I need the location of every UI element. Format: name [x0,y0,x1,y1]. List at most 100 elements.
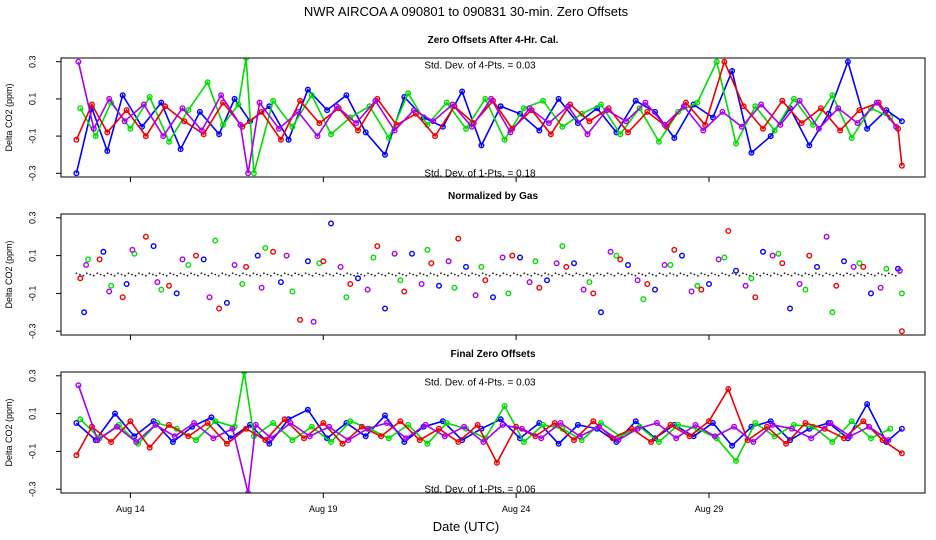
y-tick-label: -0.3 [27,166,37,182]
series-line-gas-4 [77,384,889,493]
reference-dot [179,272,182,275]
data-point-gas-1 [806,142,813,149]
data-point-gas-1 [123,281,130,288]
data-point-gas-1 [150,243,157,250]
data-point-gas-3 [88,101,95,108]
reference-dot [124,274,126,277]
reference-dot [804,272,807,275]
reference-dot [783,272,786,275]
reference-dot [117,272,119,275]
data-point-gas-4 [866,423,873,430]
reference-dot [860,273,862,276]
data-point-gas-4 [885,437,892,444]
series-line-gas-1 [75,59,903,174]
data-point-gas-2 [883,265,890,272]
reference-dot [596,272,599,275]
data-point-gas-1 [555,440,562,447]
reference-dot [887,272,890,275]
reference-dot [870,273,873,276]
data-point-gas-1 [111,410,118,417]
data-point-gas-2 [443,420,450,427]
panel-annotation: Std. Dev. of 4-Pts. = 0.03 [424,61,536,72]
reference-dot [370,273,373,276]
data-point-gas-4 [518,425,525,432]
data-point-gas-4 [623,118,630,125]
data-point-gas-1 [733,267,740,274]
reference-dot [662,273,664,276]
data-point-gas-2 [385,435,392,442]
reference-dot [766,273,769,276]
data-point-gas-2 [482,95,489,102]
data-point-gas-4 [449,101,456,108]
reference-dot [280,274,283,277]
data-point-gas-4 [796,97,803,104]
data-point-gas-4 [526,105,533,112]
data-point-gas-4 [445,258,452,265]
y-tick-label: -0.1 [27,444,37,460]
data-point-gas-3 [590,290,597,297]
reference-dot [610,273,612,276]
reference-dot [571,274,574,277]
data-point-gas-3 [270,248,277,255]
reference-dot [335,272,338,275]
data-point-gas-1 [898,118,905,125]
data-point-gas-3 [833,282,840,289]
data-point-gas-2 [424,246,431,253]
data-point-gas-1 [787,437,794,444]
data-point-gas-4 [854,120,861,127]
data-point-gas-4 [545,120,552,127]
data-point-gas-3 [165,282,172,289]
reference-dot [304,272,307,275]
reference-dot [676,274,678,277]
data-point-gas-3 [509,252,516,259]
reference-dot [717,274,720,277]
data-point-gas-4 [245,490,252,493]
data-point-gas-4 [461,423,468,430]
data-point-gas-3 [339,440,346,447]
data-point-gas-1 [598,309,605,316]
reference-dot [575,272,578,275]
data-point-gas-4 [796,281,803,288]
data-point-gas-4 [750,439,757,446]
reference-dot [92,274,95,277]
reference-dot [561,274,564,277]
data-point-gas-4 [106,95,113,102]
data-point-gas-2 [289,437,296,444]
data-point-gas-1 [679,252,686,259]
data-point-gas-1 [324,107,331,114]
reference-dot [464,273,467,276]
data-point-gas-3 [316,120,323,127]
data-point-gas-1 [73,420,80,427]
reference-dot [172,273,175,276]
reference-dot [696,274,699,277]
reference-dot [436,274,439,277]
data-point-gas-4 [642,99,649,106]
data-point-gas-3 [119,294,126,301]
reference-dot [787,273,789,276]
data-point-gas-1 [706,281,713,288]
reference-dot [328,273,331,276]
data-point-gas-4 [287,420,294,427]
data-point-gas-3 [347,281,354,288]
reference-dot [377,272,380,275]
data-point-gas-1 [104,147,111,154]
data-point-gas-2 [212,418,219,425]
data-point-gas-4 [769,421,776,428]
reference-dot [873,274,876,277]
data-point-gas-2 [158,286,165,293]
data-point-gas-2 [752,103,759,110]
data-point-gas-4 [896,267,903,274]
data-point-gas-2 [289,123,296,130]
data-point-gas-3 [551,420,558,427]
data-point-gas-3 [455,235,462,242]
reference-dot [429,272,432,275]
reference-dot [637,272,640,275]
reference-dot [342,274,345,277]
data-point-gas-4 [441,433,448,440]
data-point-gas-4 [788,425,795,432]
reference-dot [474,273,477,276]
data-point-gas-1 [119,92,126,99]
data-point-gas-2 [829,92,836,99]
data-point-gas-4 [383,420,390,427]
reference-dot [99,273,102,276]
